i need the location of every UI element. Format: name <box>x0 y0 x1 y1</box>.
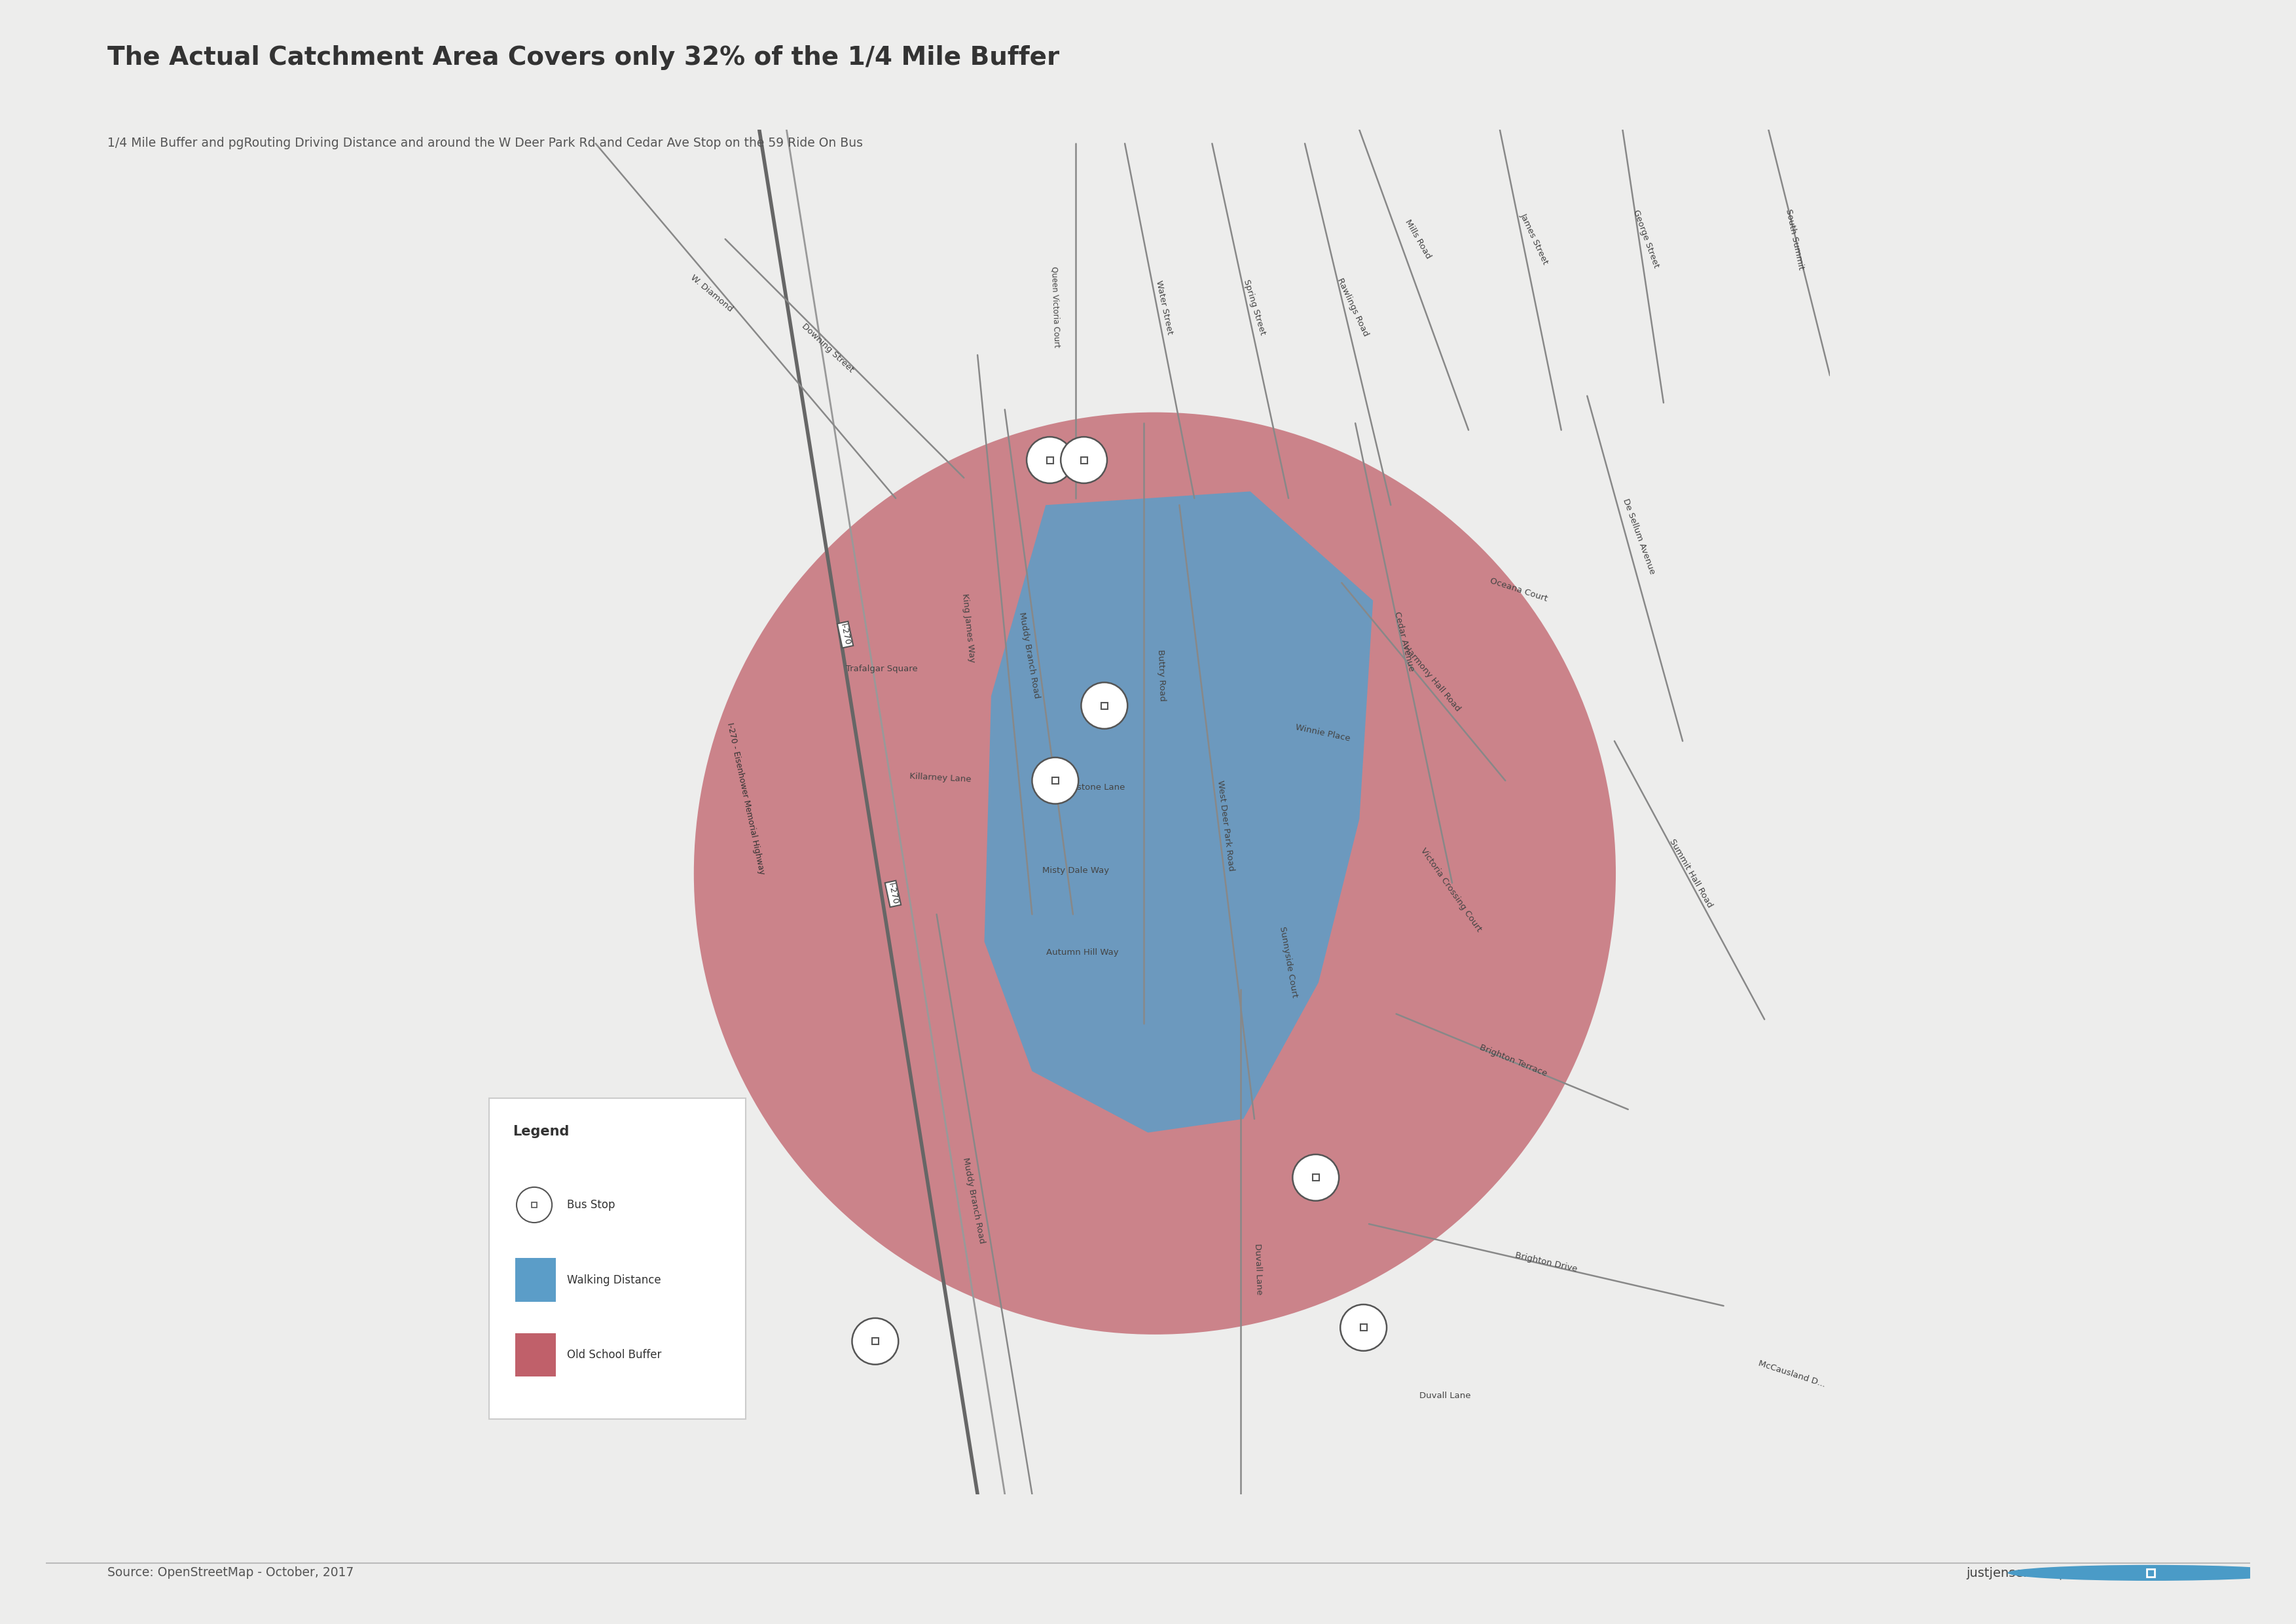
Text: Cedar Avenue: Cedar Avenue <box>1394 611 1417 672</box>
Text: Spring Street: Spring Street <box>1242 278 1267 336</box>
Text: Killarney Lane: Killarney Lane <box>909 771 971 784</box>
FancyBboxPatch shape <box>514 1259 556 1302</box>
Text: West Deer Park Road: West Deer Park Road <box>1217 780 1235 872</box>
Text: South Summit: South Summit <box>1784 208 1805 270</box>
Text: Summit Hall Road: Summit Hall Road <box>1667 838 1713 909</box>
Text: The Actual Catchment Area Covers only 32% of the 1/4 Mile Buffer: The Actual Catchment Area Covers only 32… <box>108 45 1061 70</box>
Text: Walking Distance: Walking Distance <box>567 1273 661 1286</box>
Text: Mills Road: Mills Road <box>1403 218 1433 260</box>
Text: Oceana Court: Oceana Court <box>1490 577 1550 603</box>
Circle shape <box>693 412 1616 1335</box>
Text: Misty Dale Way: Misty Dale Way <box>1042 866 1109 875</box>
Text: Muddy Branch Road: Muddy Branch Road <box>962 1156 985 1244</box>
Text: Trafalgar Square: Trafalgar Square <box>847 664 918 672</box>
Circle shape <box>1033 757 1079 804</box>
Circle shape <box>1061 437 1107 484</box>
Text: George Street: George Street <box>1632 209 1660 270</box>
Text: Brighton Drive: Brighton Drive <box>1515 1250 1577 1273</box>
Text: justjensen.co  |: justjensen.co | <box>1965 1567 2062 1579</box>
Circle shape <box>1293 1155 1339 1200</box>
Text: Harmony Hall Road: Harmony Hall Road <box>1401 643 1463 713</box>
Text: Brighton Terrace: Brighton Terrace <box>1479 1043 1548 1078</box>
Text: 1/4 Mile Buffer and pgRouting Driving Distance and around the W Deer Park Rd and: 1/4 Mile Buffer and pgRouting Driving Di… <box>108 136 863 149</box>
Text: I-270: I-270 <box>886 882 900 906</box>
Polygon shape <box>985 492 1373 1132</box>
Circle shape <box>517 1187 551 1223</box>
Text: Old School Buffer: Old School Buffer <box>567 1350 661 1361</box>
Text: Sunnyside Court: Sunnyside Court <box>1279 926 1300 999</box>
Text: I-270 - Eisenhower Memorial Highway: I-270 - Eisenhower Memorial Highway <box>726 721 767 875</box>
Text: Queen Victoria Court: Queen Victoria Court <box>1049 266 1061 348</box>
Text: Victoria Crossing Court: Victoria Crossing Court <box>1419 846 1483 934</box>
Text: De Sellum Avenue: De Sellum Avenue <box>1621 497 1658 575</box>
Circle shape <box>2007 1566 2294 1580</box>
Text: W. Diamond: W. Diamond <box>689 273 735 313</box>
Text: Source: OpenStreetMap - October, 2017: Source: OpenStreetMap - October, 2017 <box>108 1567 354 1579</box>
Text: Briarstone Lane: Briarstone Lane <box>1056 783 1125 793</box>
Text: Buttry Road: Buttry Road <box>1157 650 1166 702</box>
Text: Rawlings Road: Rawlings Road <box>1336 276 1371 338</box>
Text: Downing Street: Downing Street <box>799 322 854 375</box>
Text: James Street: James Street <box>1518 213 1550 266</box>
FancyBboxPatch shape <box>514 1333 556 1377</box>
Text: King James Way: King James Way <box>960 593 976 663</box>
Text: Winnie Place: Winnie Place <box>1295 723 1350 742</box>
Text: Water Street: Water Street <box>1155 279 1173 335</box>
Circle shape <box>1081 682 1127 729</box>
Text: Legend: Legend <box>512 1125 569 1138</box>
Circle shape <box>852 1319 898 1364</box>
Text: Muddy Branch Road: Muddy Branch Road <box>1017 611 1040 698</box>
Circle shape <box>1341 1304 1387 1351</box>
Text: Autumn Hill Way: Autumn Hill Way <box>1047 948 1118 957</box>
Text: Bus Stop: Bus Stop <box>567 1199 615 1212</box>
Text: Duvall Lane: Duvall Lane <box>1254 1242 1263 1294</box>
Text: I-270: I-270 <box>838 624 852 646</box>
FancyBboxPatch shape <box>489 1098 746 1419</box>
Text: Duvall Lane: Duvall Lane <box>1419 1392 1472 1400</box>
Circle shape <box>1026 437 1072 484</box>
Text: McCausland D...: McCausland D... <box>1756 1359 1825 1389</box>
